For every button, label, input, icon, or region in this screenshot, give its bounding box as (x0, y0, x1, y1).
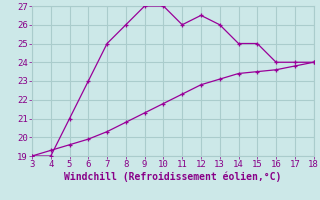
X-axis label: Windchill (Refroidissement éolien,°C): Windchill (Refroidissement éolien,°C) (64, 172, 282, 182)
